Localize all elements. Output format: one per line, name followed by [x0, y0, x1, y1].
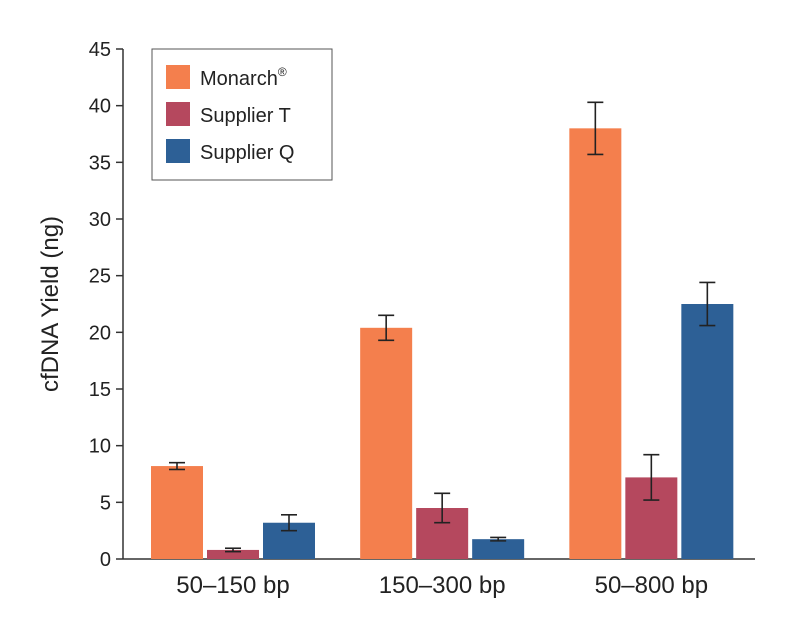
y-axis: 0 5 10 15 20 25 30 35 40 45: [89, 39, 124, 571]
bars: [151, 128, 734, 560]
legend-label: Supplier T: [200, 105, 291, 127]
y-tick-label: 5: [100, 492, 111, 514]
error-bar: [643, 453, 660, 501]
y-tick-label: 15: [89, 379, 111, 401]
y-axis-title: cfDNA Yield (ng): [37, 216, 64, 392]
error-bar: [281, 513, 297, 532]
y-tick-label: 10: [89, 436, 111, 458]
y-tick-label: 20: [89, 322, 111, 344]
bar: [472, 539, 525, 559]
y-tick-label: 30: [89, 209, 111, 231]
error-bar: [490, 536, 507, 542]
y-tick-label: 40: [89, 96, 111, 118]
legend: Monarch® Supplier T Supplier Q: [151, 48, 333, 181]
error-bar: [434, 492, 451, 524]
y-tick-label: 35: [89, 152, 111, 174]
bar: [207, 549, 259, 559]
registered-mark: ®: [278, 65, 287, 79]
error-bar: [378, 314, 395, 342]
error-bar: [169, 461, 185, 471]
legend-swatch: [166, 102, 190, 126]
bar: [569, 128, 622, 560]
bar: [681, 304, 734, 559]
y-tick-label: 0: [100, 549, 111, 571]
y-tick-label: 25: [89, 266, 111, 288]
x-axis: 50–150 bp 150–300 bp 50–800 bp: [123, 558, 755, 599]
x-tick-label: 150–300 bp: [379, 572, 506, 599]
error-bar: [225, 547, 241, 553]
x-tick-label: 50–150 bp: [176, 572, 289, 599]
legend-label: Monarch®: [200, 65, 287, 90]
bar: [151, 466, 203, 559]
error-bar: [699, 281, 716, 327]
error-bar: [587, 101, 604, 156]
x-tick-label: 50–800 bp: [595, 572, 708, 599]
y-tick-label: 45: [89, 39, 111, 61]
legend-label: Supplier Q: [200, 142, 295, 164]
legend-swatch: [166, 139, 190, 163]
bar: [360, 327, 413, 559]
legend-swatch: [166, 65, 190, 89]
error-bars: [169, 101, 716, 553]
